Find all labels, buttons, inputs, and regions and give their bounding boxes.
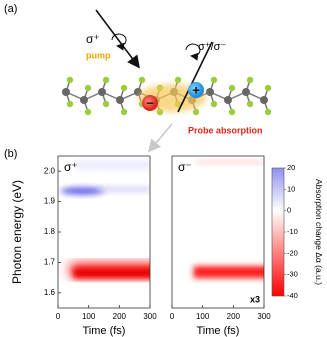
x-tick-label: 300 [143, 312, 157, 321]
colorbar-label: Absorption change Δα (a.u.) [314, 179, 324, 285]
chalcogen-atom [264, 84, 272, 92]
chalcogen-atom [120, 84, 128, 92]
signal-band [73, 268, 150, 279]
chalcogen-atom [228, 108, 236, 116]
signal-band [196, 160, 264, 165]
x-tick-label: 200 [227, 312, 241, 321]
chalcogen-atom [138, 76, 146, 84]
metal-atom [206, 88, 214, 96]
colorbar [271, 167, 285, 297]
x-tick-label: 300 [257, 312, 271, 321]
metal-atom [260, 96, 268, 104]
polarization-circle [185, 43, 201, 61]
colorbar-tick-label: -20 [287, 248, 298, 257]
heatmap-background [172, 156, 264, 308]
chalcogen-atom [102, 100, 110, 108]
colorbar-tick-label: -10 [287, 227, 298, 236]
signal-band [97, 186, 150, 193]
colorbar-tick-label: 10 [287, 184, 295, 193]
chalcogen-atom [264, 108, 272, 116]
x-axis-label: Time (fs) [197, 325, 240, 337]
y-tick-label: 1.7 [44, 258, 56, 267]
probe-transmitted [147, 123, 173, 153]
chalcogen-atom [246, 76, 254, 84]
chalcogen-atom [246, 100, 254, 108]
chalcogen-atom [66, 76, 74, 84]
y-tick-label: 1.8 [44, 227, 56, 236]
metal-atom [62, 88, 70, 96]
chalcogen-atom [210, 100, 218, 108]
x-axis-label: Time (fs) [83, 325, 126, 337]
y-axis-label: Photon energy (eV) [10, 180, 24, 284]
chalcogen-atom [120, 108, 128, 116]
signal-band [76, 161, 150, 170]
metal-atom [224, 96, 232, 104]
hole [188, 82, 204, 98]
chalcogen-atom [210, 76, 218, 84]
probe-label: Probe absorption [188, 125, 263, 135]
chalcogen-atom [192, 108, 200, 116]
chalcogen-atom [84, 84, 92, 92]
panel-label: (a) [4, 3, 17, 15]
chalcogen-atom [84, 108, 92, 116]
heatmap-background [58, 156, 150, 308]
colorbar-tick-label: -40 [287, 291, 298, 300]
x-tick-label: 100 [196, 312, 210, 321]
plus-sign: + [192, 82, 200, 97]
heatmap [58, 156, 150, 308]
plot-frame [171, 155, 265, 309]
x-tick-label: 0 [56, 312, 61, 321]
metal-atom [98, 88, 106, 96]
plot-title: σ⁺ [64, 160, 78, 174]
pump-label: pump [86, 50, 111, 60]
signal-band [193, 266, 264, 279]
colorbar-tick-label: -30 [287, 270, 298, 279]
plot-title: σ⁻ [178, 160, 192, 174]
signal-band [60, 186, 105, 195]
chalcogen-atom [102, 76, 110, 84]
pump-polarization: σ⁺ [86, 32, 100, 46]
plot-annotation: x3 [250, 294, 260, 304]
colorbar-tick-label: 20 [287, 163, 295, 172]
metal-atom [116, 96, 124, 104]
polarization-circle [111, 33, 127, 51]
heatmap [172, 156, 264, 308]
probe-beam [177, 41, 213, 113]
y-tick-label: 1.6 [44, 288, 56, 297]
chalcogen-atom [66, 100, 74, 108]
panel-label: (b) [4, 148, 17, 160]
minus-sign: − [146, 95, 154, 110]
colorbar-tick-label: 0 [287, 206, 291, 215]
y-tick-label: 2.0 [44, 166, 56, 175]
y-tick-label: 1.9 [44, 197, 56, 206]
probe-polarization: σ⁺/σ⁻ [198, 41, 226, 53]
metal-atom [80, 96, 88, 104]
chalcogen-atom [174, 76, 182, 84]
x-tick-label: 200 [113, 312, 127, 321]
x-tick-label: 0 [170, 312, 175, 321]
metal-atom [242, 88, 250, 96]
electron [142, 95, 158, 111]
x-tick-label: 100 [82, 312, 96, 321]
chalcogen-atom [228, 84, 236, 92]
pump-beam [95, 9, 140, 69]
